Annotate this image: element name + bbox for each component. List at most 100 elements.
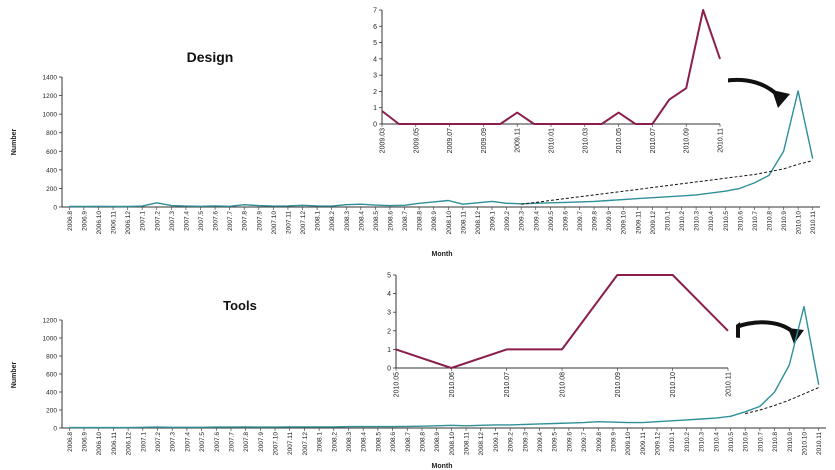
- design-inset-x-tick-label: 2009.03: [380, 128, 387, 153]
- design-main-x-tick-label: 2009.10: [621, 211, 628, 235]
- tools-main-x-tick-label: 2007.9: [258, 432, 265, 452]
- design-main-x-tick-label: 2007.6: [213, 211, 220, 231]
- tools-main-y-tick-label: 800: [46, 354, 57, 361]
- design-main-x-tick-label: 2008.12: [475, 211, 482, 235]
- design-main-x-tick-label: 2007.7: [227, 211, 234, 231]
- design-inset-y-tick-label: 1: [373, 105, 377, 112]
- tools-main-x-tick-label: 2010.4: [713, 432, 720, 452]
- tools-main-x-tick-label: 2008.3: [346, 432, 353, 452]
- design-main-x-tick-label: 2008.7: [402, 211, 409, 231]
- tools-main-x-tick-label: 2009.1: [493, 432, 500, 452]
- tools-y-axis-label: Number: [11, 362, 18, 389]
- tools-main-x-tick-label: 2007.8: [243, 432, 250, 452]
- tools-main-x-tick-label: 2010.9: [787, 432, 794, 452]
- tools-chart-title: Tools: [223, 298, 257, 313]
- tools-main-x-tick-label: 2009.3: [522, 432, 529, 452]
- tools-main-x-tick-label: 2007.10: [273, 432, 280, 456]
- tools-main-x-tick-label: 2008.10: [449, 432, 456, 456]
- design-main-x-tick-label: 2007.9: [256, 211, 263, 231]
- tools-main-x-tick-label: 2008.11: [464, 432, 471, 455]
- design-inset-x-tick-label: 2010.05: [616, 128, 623, 153]
- design-inset-y-tick-label: 5: [373, 40, 377, 47]
- tools-inset-x-tick-label: 2010.09: [615, 372, 622, 397]
- tools-main-x-tick-label: 2007.12: [302, 432, 309, 456]
- tools-main-y-tick-label: 600: [46, 372, 57, 379]
- design-main-x-tick-label: 2007.11: [285, 211, 292, 234]
- tools-main-x-tick-label: 2007.4: [184, 432, 191, 452]
- design-y-axis-label: Number: [11, 129, 18, 156]
- tools-main-trend-line: [745, 387, 819, 415]
- tools-main-x-tick-label: 2009.2: [508, 432, 515, 452]
- tools-main-x-tick-label: 2006.10: [96, 432, 103, 456]
- design-main-x-tick-label: 2009.9: [606, 211, 613, 231]
- design-main-x-tick-label: 2009.11: [635, 211, 642, 234]
- tools-main-series-line: [69, 305, 820, 429]
- tools-main-x-tick-label: 2010.3: [699, 432, 706, 452]
- design-inset-series-line: [381, 9, 721, 125]
- tools-main-x-tick-label: 2009.6: [566, 432, 573, 452]
- design-main-x-tick-label: 2010.1: [664, 211, 671, 231]
- tools-main-x-tick-label: 2010.2: [684, 432, 691, 452]
- design-main-x-tick-label: 2010.4: [708, 211, 715, 231]
- design-main-x-tick-label: 2008.5: [373, 211, 380, 231]
- tools-main-x-tick-label: 2009.10: [625, 432, 632, 456]
- design-main-y-tick-label: 1400: [43, 75, 58, 82]
- tools-inset-y-tick-label: 2: [387, 328, 391, 335]
- tools-main-x-tick-label: 2009.12: [655, 432, 662, 456]
- design-main-x-tick-label: 2008.8: [417, 211, 424, 231]
- tools-main-x-tick-label: 2009.5: [552, 432, 559, 452]
- design-main-x-tick-label: 2010.6: [737, 211, 744, 231]
- design-inset-y-tick-label: 3: [373, 73, 377, 80]
- tools-main-x-tick-label: 2007.7: [228, 432, 235, 452]
- tools-main-y-tick-label: 0: [53, 426, 57, 433]
- design-main-x-tick-label: 2007.2: [154, 211, 161, 231]
- design-main-x-tick-label: 2006.12: [125, 211, 132, 235]
- design-main-x-tick-label: 2010.7: [752, 211, 759, 231]
- tools-inset-x-tick-label: 2010.07: [504, 372, 511, 397]
- design-inset-x-tick-label: 2010.09: [684, 128, 691, 153]
- tools-main-y-tick-label: 1200: [43, 318, 58, 325]
- design-main-x-tick-label: 2007.10: [271, 211, 278, 235]
- design-main-x-tick-label: 2010.5: [723, 211, 730, 231]
- tools-main-x-tick-label: 2008.6: [390, 432, 397, 452]
- design-inset-background: [364, 4, 728, 158]
- tools-main-x-tick-label: 2007.11: [287, 432, 294, 455]
- design-inset-x-tick-label: 2010.01: [549, 128, 556, 153]
- design-main-x-tick-label: 2008.6: [387, 211, 394, 231]
- tools-main-x-tick-label: 2009.7: [581, 432, 588, 452]
- design-main-x-tick-label: 2006.10: [96, 211, 103, 235]
- design-main-trend-line: [521, 160, 813, 205]
- design-main-x-tick-label: 2009.4: [533, 211, 540, 231]
- design-main-x-tick-label: 2006.11: [111, 211, 118, 234]
- design-main-x-tick-label: 2008.10: [446, 211, 453, 235]
- design-main-y-tick-label: 200: [46, 186, 57, 193]
- design-main-x-tick-label: 2010.9: [781, 211, 788, 231]
- tools-main-x-tick-label: 2008.8: [419, 432, 426, 452]
- tools-inset-y-tick-label: 1: [387, 347, 391, 354]
- tools-main-x-tick-label: 2008.7: [405, 432, 412, 452]
- design-main-x-tick-label: 2009.2: [504, 211, 511, 231]
- tools-main-x-tick-label: 2007.3: [170, 432, 177, 452]
- tools-main-x-tick-label: 2006.9: [82, 432, 89, 452]
- tools-inset-x-tick-label: 2010.06: [449, 372, 456, 397]
- tools-inset-x-tick-label: 2010.10: [670, 372, 677, 397]
- design-inset-y-tick-label: 2: [373, 89, 377, 96]
- design-main-y-tick-label: 800: [46, 130, 57, 137]
- design-main-y-tick-label: 1000: [43, 112, 58, 119]
- tools-main-y-tick-label: 400: [46, 390, 57, 397]
- design-main-x-tick-label: 2010.10: [796, 211, 803, 235]
- tools-main-x-tick-label: 2006.12: [126, 432, 133, 456]
- tools-main-x-tick-label: 2010.5: [728, 432, 735, 452]
- design-main-series-line: [69, 90, 814, 208]
- tools-main-x-tick-label: 2007.5: [199, 432, 206, 452]
- design-main-y-tick-label: 0: [53, 205, 57, 212]
- design-main-y-tick-label: 600: [46, 149, 57, 156]
- design-main-x-tick-label: 2007.12: [300, 211, 307, 235]
- tools-main-x-tick-label: 2008.12: [478, 432, 485, 456]
- tools-main-x-tick-label: 2008.5: [375, 432, 382, 452]
- tools-main-x-tick-label: 2010.1: [669, 432, 676, 452]
- design-main-x-tick-label: 2009.6: [562, 211, 569, 231]
- tools-main-x-tick-label: 2010.7: [757, 432, 764, 452]
- tools-inset-y-tick-label: 3: [387, 310, 391, 317]
